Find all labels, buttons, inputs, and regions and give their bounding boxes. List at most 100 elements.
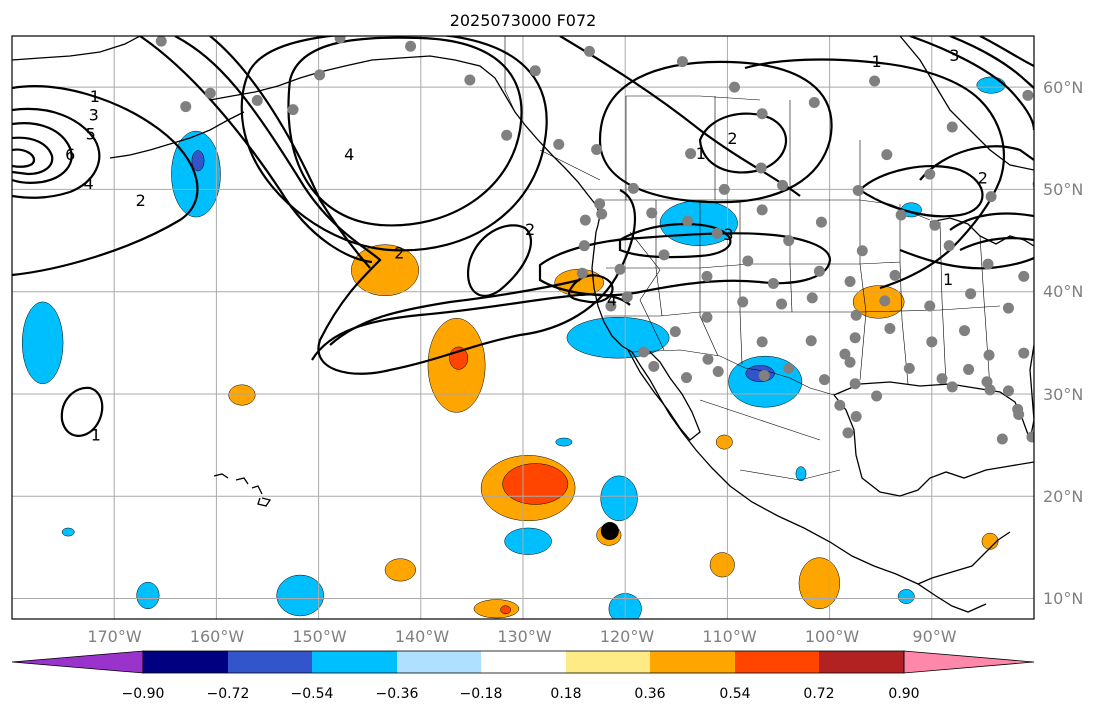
station-point (839, 348, 851, 360)
station-point (712, 365, 724, 377)
contour-label: 5 (86, 125, 96, 144)
station-point (287, 104, 299, 116)
contour-label: 2 (394, 243, 404, 262)
station-point (881, 149, 893, 161)
station-point (767, 278, 779, 290)
station-point (1026, 431, 1034, 443)
station-point (1100, 199, 1105, 210)
lat-label: 60°N (1043, 78, 1083, 97)
station-point (701, 311, 713, 323)
station-point (405, 40, 417, 52)
anomaly-region (566, 317, 670, 359)
station-point (879, 295, 891, 307)
station-point (943, 240, 955, 252)
contour-label: 3 (723, 225, 733, 244)
station-point (529, 65, 541, 77)
colorbar-label: 0.36 (634, 686, 665, 702)
station-point (844, 275, 856, 287)
anomaly-region (384, 558, 416, 582)
storm-position-marker (600, 522, 619, 541)
station-point (605, 300, 617, 312)
station-point (982, 258, 994, 270)
station-point (1044, 307, 1055, 318)
lon-label: 120°W (600, 627, 655, 646)
contour-label: 1 (696, 144, 706, 163)
station-point (1069, 319, 1080, 330)
anomaly-region (136, 581, 160, 610)
station-point (1013, 408, 1025, 420)
contour-label: 2 (136, 191, 146, 210)
station-point (985, 191, 997, 203)
contour-label: 3 (949, 46, 959, 65)
anomaly-region (191, 150, 205, 172)
colorbar-label: 0.72 (803, 686, 834, 702)
station-point (852, 184, 864, 196)
longitude-labels: 170°W 160°W 150°W 140°W 130°W 120°W 110°… (87, 627, 956, 646)
canada-province-lines (539, 95, 861, 200)
colorbar-label: 0.90 (888, 686, 919, 702)
station-point (936, 373, 948, 385)
station-points-layer (155, 11, 1105, 445)
contour-label: 1 (872, 52, 882, 71)
station-point (959, 325, 971, 337)
station-point (983, 349, 995, 361)
station-point (553, 138, 565, 150)
anomaly-region (351, 244, 420, 297)
colorbar-label: −0.36 (376, 686, 419, 702)
lat-label: 40°N (1043, 282, 1083, 301)
station-point (808, 96, 820, 108)
station-point (884, 323, 896, 335)
contour-label: 4 (84, 174, 94, 193)
contour-label: 1 (943, 270, 953, 289)
station-point (334, 36, 346, 44)
colorbar-labels: −0.90 −0.72 −0.54 −0.36 −0.18 0.18 0.36 … (122, 686, 920, 702)
map-title: 2025073000 F072 (450, 11, 597, 30)
contour-label: 6 (65, 145, 75, 164)
russia-coast (12, 36, 141, 61)
lat-label: 10°N (1043, 589, 1083, 608)
contour-lines-layer (12, 36, 1034, 437)
station-point (676, 56, 688, 68)
station-point (669, 326, 681, 338)
alaska-canada-border (504, 36, 516, 113)
station-point (702, 353, 714, 365)
latitude-labels: 60°N 50°N 40°N 30°N 20°N 10°N (1043, 78, 1083, 608)
station-point (842, 427, 854, 439)
station-point (576, 267, 588, 279)
station-point (946, 121, 958, 133)
station-point (871, 390, 883, 402)
colorbar: −0.90 −0.72 −0.54 −0.36 −0.18 0.18 0.36 … (11, 650, 1035, 702)
station-point (869, 75, 881, 87)
station-point (155, 36, 167, 47)
graticule-layer (12, 36, 1034, 619)
station-point (614, 263, 626, 275)
anomaly-fill-layer (21, 76, 1006, 619)
station-point (718, 183, 730, 195)
station-point (314, 69, 326, 81)
lon-label: 100°W (805, 627, 860, 646)
station-point (1022, 89, 1034, 101)
anomaly-region (500, 605, 511, 615)
lat-label: 50°N (1043, 180, 1083, 199)
anomaly-region (504, 527, 552, 555)
station-point (594, 198, 606, 210)
station-point (926, 336, 938, 348)
station-point (834, 399, 846, 411)
coastline-layer (12, 36, 1034, 613)
colorbar-extend-low (11, 650, 144, 674)
station-point (685, 148, 697, 160)
colorbar-bin (735, 651, 819, 673)
station-point (849, 332, 861, 344)
station-point (204, 87, 216, 99)
anomaly-region (709, 552, 735, 578)
anomaly-region (61, 527, 75, 537)
anomaly-region (502, 463, 569, 505)
anomaly-region (276, 574, 324, 617)
lon-label: 130°W (497, 627, 552, 646)
station-point (189, 11, 200, 22)
aleutians (109, 111, 245, 159)
station-point (777, 179, 789, 191)
station-point (682, 215, 694, 227)
lon-label: 90°W (912, 627, 956, 646)
